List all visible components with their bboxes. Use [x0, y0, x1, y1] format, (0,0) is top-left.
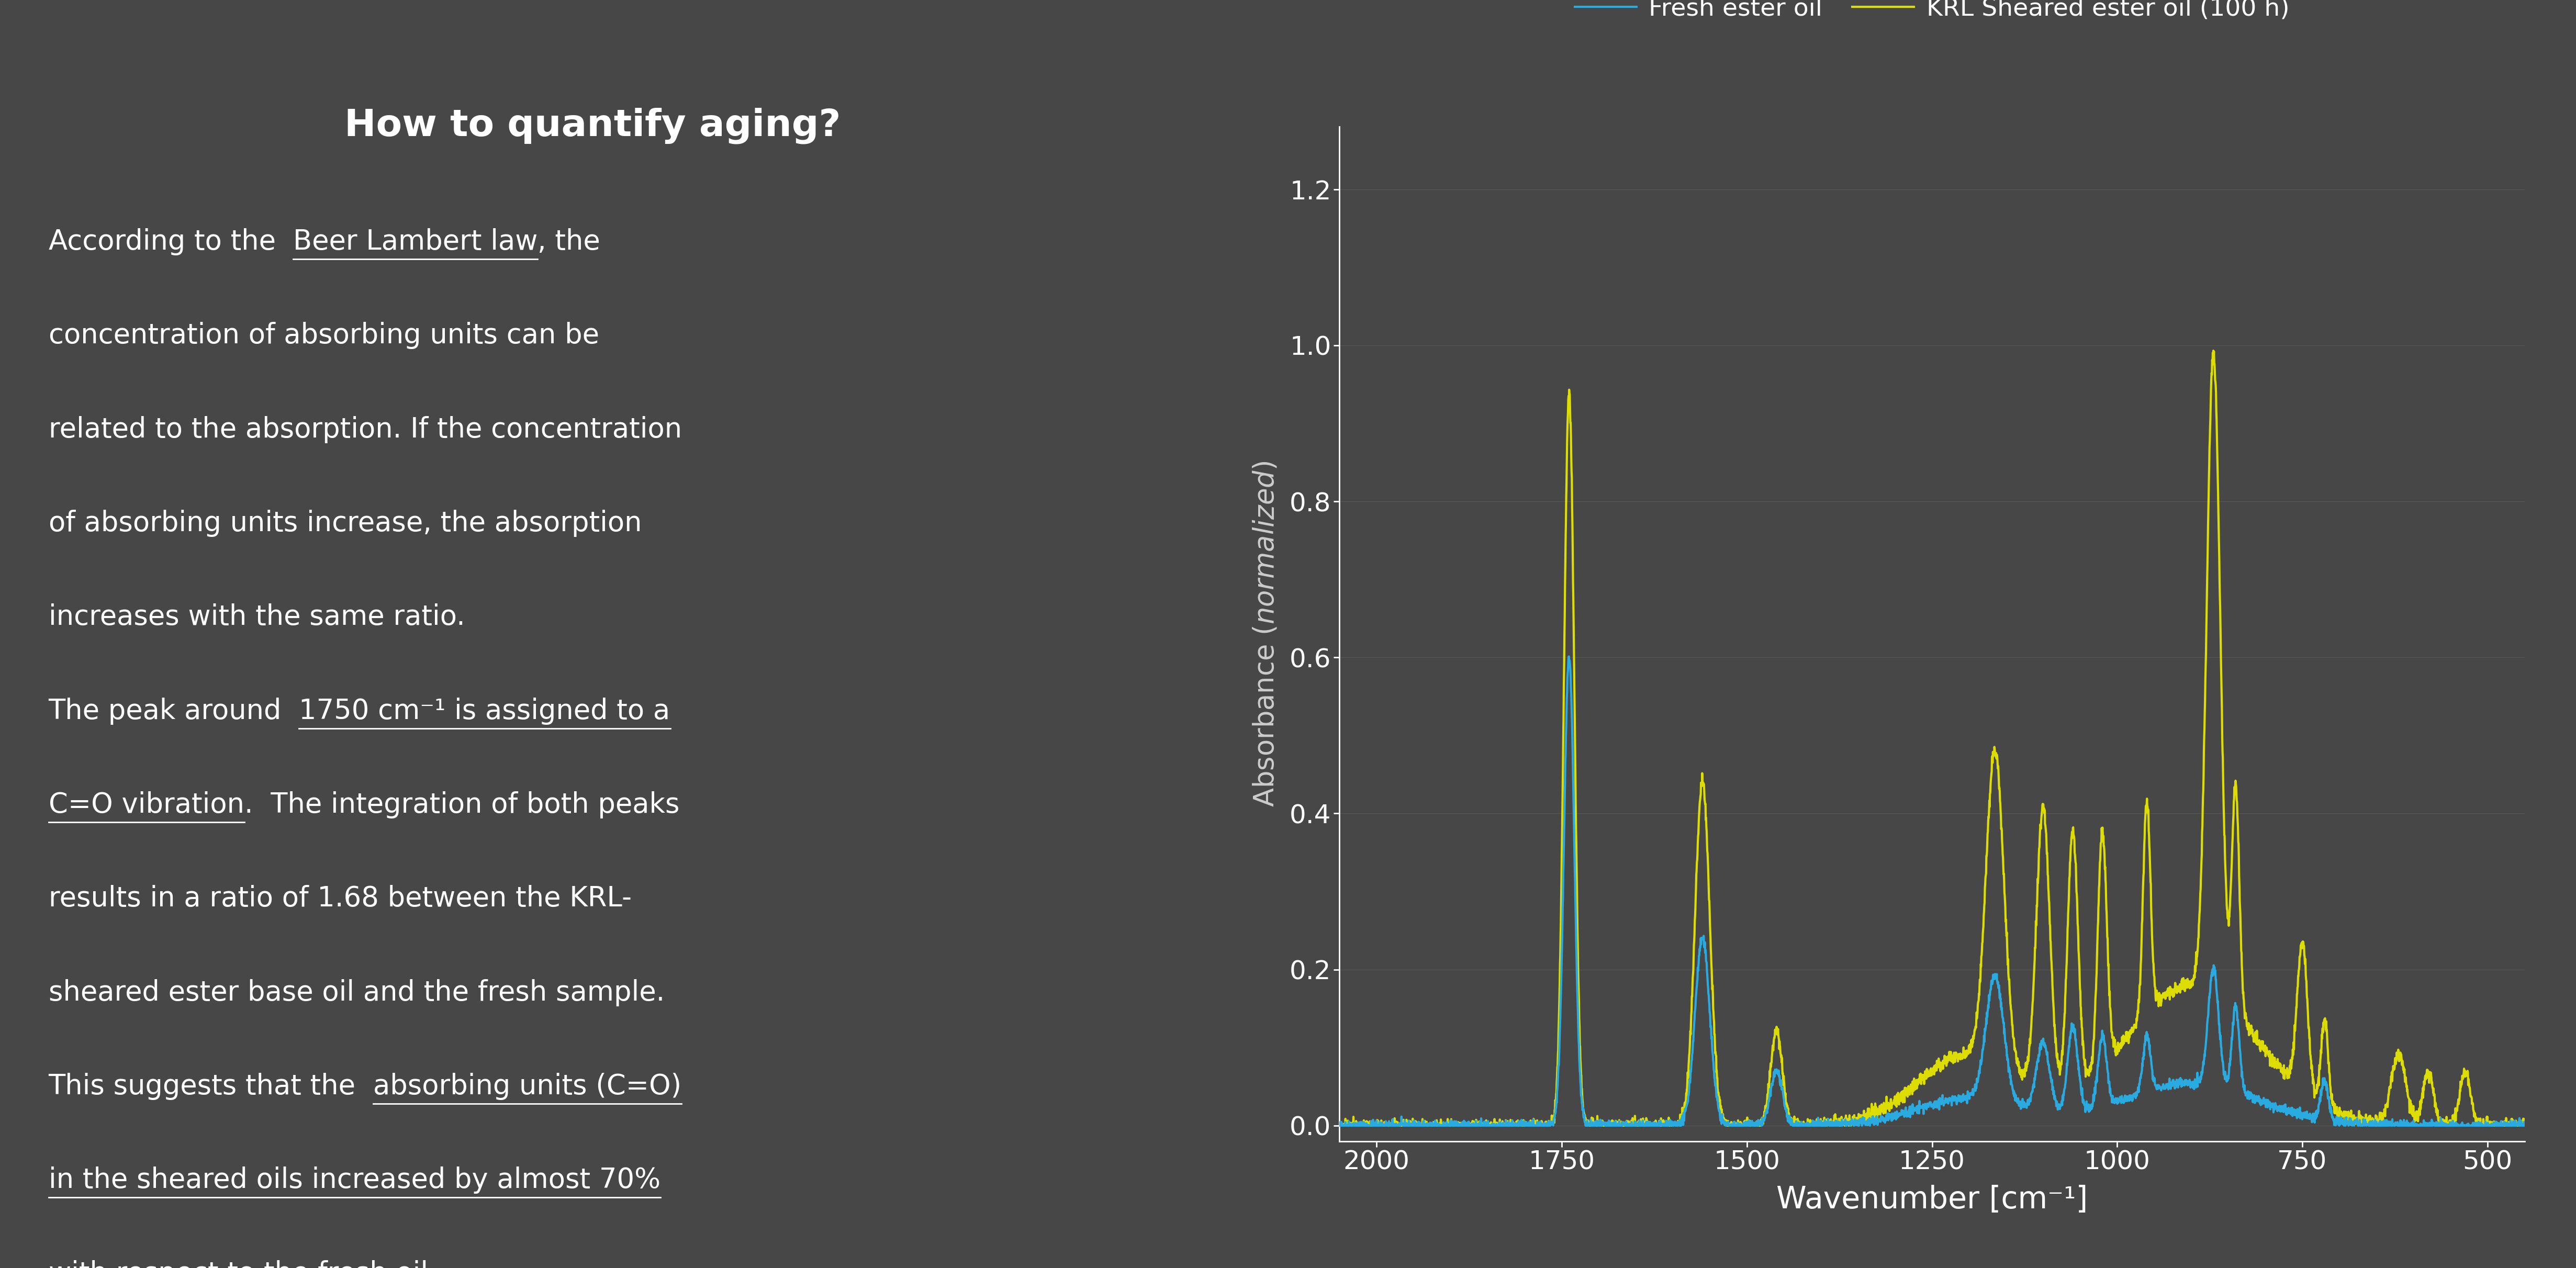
Text: sheared ester base oil and the fresh sample.: sheared ester base oil and the fresh sam… — [49, 979, 665, 1006]
Text: related to the absorption. If the concentration: related to the absorption. If the concen… — [49, 416, 683, 443]
Text: .: . — [428, 1260, 438, 1268]
Text: According to the: According to the — [49, 228, 294, 255]
Text: concentration of absorbing units can be: concentration of absorbing units can be — [49, 322, 600, 349]
Text: C=O vibration: C=O vibration — [49, 791, 245, 818]
Text: absorbing units (C=O): absorbing units (C=O) — [374, 1073, 683, 1099]
X-axis label: Wavenumber [cm⁻¹]: Wavenumber [cm⁻¹] — [1777, 1184, 2087, 1215]
Text: increases with the same ratio.: increases with the same ratio. — [49, 604, 464, 630]
Legend: Fresh ester oil, KRL Sheared ester oil (100 h): Fresh ester oil, KRL Sheared ester oil (… — [1564, 0, 2300, 30]
Text: How to quantify aging?: How to quantify aging? — [345, 108, 840, 145]
Text: in the sheared oils increased by almost 70%: in the sheared oils increased by almost … — [49, 1167, 659, 1193]
Text: results in a ratio of 1.68 between the KRL-: results in a ratio of 1.68 between the K… — [49, 885, 631, 912]
Text: with respect to the fresh oil: with respect to the fresh oil — [49, 1260, 428, 1268]
Y-axis label: Absorbance $\it{(normalized)}$: Absorbance $\it{(normalized)}$ — [1252, 462, 1280, 806]
Text: The peak around: The peak around — [49, 697, 299, 724]
Text: , the: , the — [538, 228, 600, 255]
Text: This suggests that the: This suggests that the — [49, 1073, 374, 1099]
Text: of absorbing units increase, the absorption: of absorbing units increase, the absorpt… — [49, 510, 641, 536]
Text: Beer Lambert law: Beer Lambert law — [294, 228, 538, 255]
Text: 1750 cm⁻¹ is assigned to a: 1750 cm⁻¹ is assigned to a — [299, 697, 670, 724]
Text: .  The integration of both peaks: . The integration of both peaks — [245, 791, 680, 818]
